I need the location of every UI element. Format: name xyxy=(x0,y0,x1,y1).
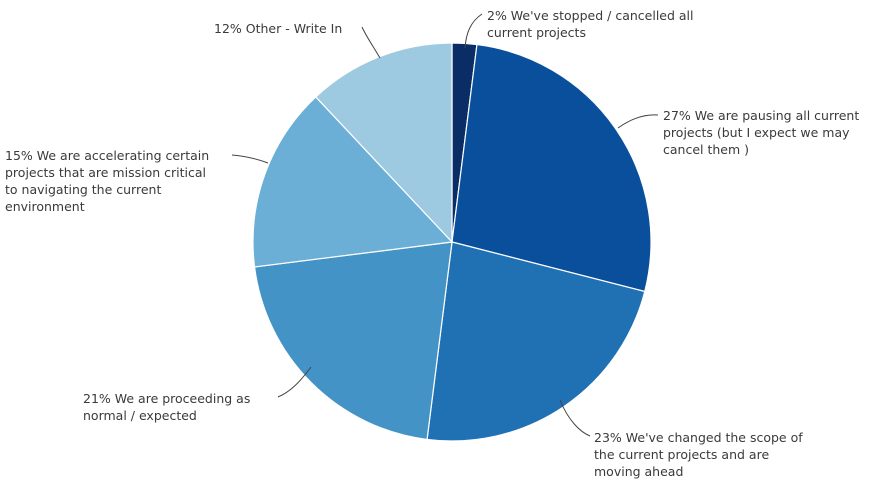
slice-label-1: 27% We are pausing all current projects (… xyxy=(663,108,859,157)
slice-labels: 2% We've stopped / cancelled all current … xyxy=(5,8,859,479)
slice-label-line: current projects xyxy=(487,25,586,40)
slice-label-line: 15% We are accelerating certain xyxy=(5,148,209,163)
pie-slice-1 xyxy=(451,43,652,293)
leader-line-3 xyxy=(277,366,312,398)
leader-line-2 xyxy=(559,399,591,437)
slice-label-line: cancel them ) xyxy=(663,142,749,157)
slice-label-line: 23% We've changed the scope of xyxy=(594,430,803,445)
pie-slices xyxy=(252,42,652,442)
pie-slice-5 xyxy=(314,42,453,244)
pie-slice-4 xyxy=(252,96,454,268)
slice-label-line: normal / expected xyxy=(83,408,197,423)
slice-label-line: 12% Other - Write In xyxy=(214,21,342,36)
slice-label-line: projects that are mission critical xyxy=(5,165,206,180)
slice-label-line: the current projects and are xyxy=(594,447,769,462)
slice-label-line: 21% We are proceeding as xyxy=(83,391,250,406)
slice-label-3: 21% We are proceeding as normal / expecte… xyxy=(83,391,250,423)
leader-line-0 xyxy=(464,13,483,49)
slice-label-line: to navigating the current xyxy=(5,182,161,197)
slice-label-0: 2% We've stopped / cancelled all current … xyxy=(487,8,694,40)
pie-slice-3 xyxy=(253,241,453,441)
slice-label-line: environment xyxy=(5,199,85,214)
slice-label-line: 2% We've stopped / cancelled all xyxy=(487,8,694,23)
leader-line-4 xyxy=(231,154,269,164)
slice-label-line: moving ahead xyxy=(594,464,683,479)
slice-label-line: 27% We are pausing all current xyxy=(663,108,859,123)
slice-label-4: 15% We are accelerating certain projects … xyxy=(5,148,209,214)
leader-lines xyxy=(231,13,659,437)
slice-label-5: 12% Other - Write In xyxy=(214,21,342,36)
pie-slice-2 xyxy=(426,241,646,442)
slice-label-line: projects (but I expect we may xyxy=(663,125,850,140)
slice-label-2: 23% We've changed the scope of the curren… xyxy=(594,430,803,479)
leader-line-5 xyxy=(361,26,381,59)
leader-line-1 xyxy=(617,114,659,129)
